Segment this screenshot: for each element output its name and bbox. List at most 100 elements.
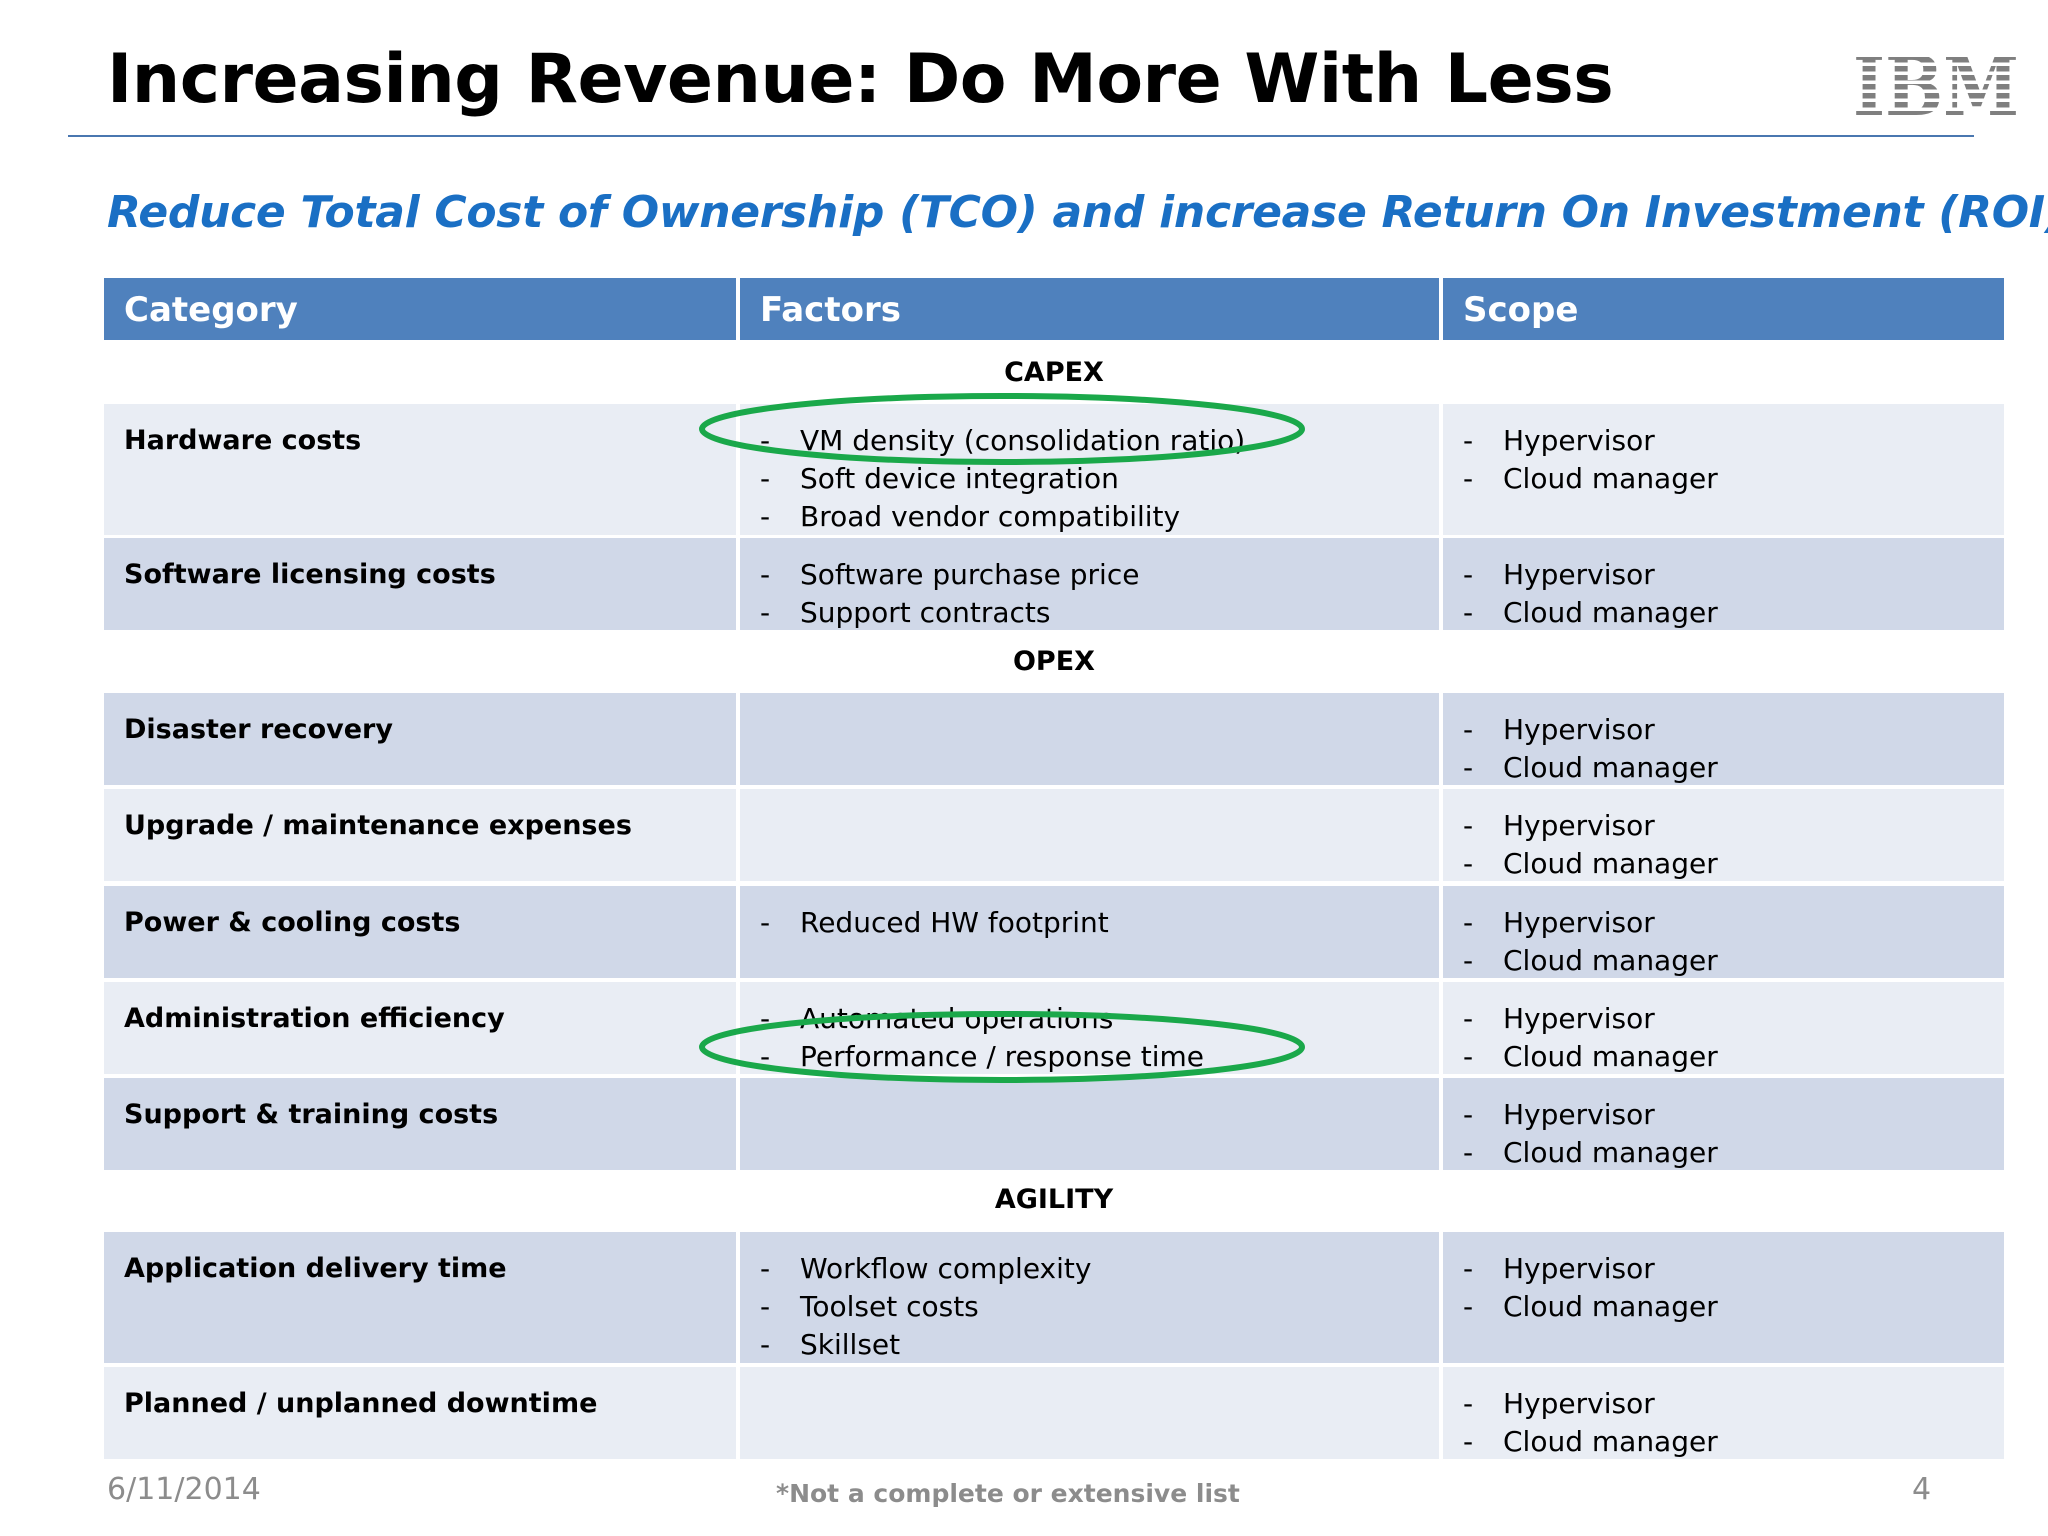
- bullet-dash: -: [1463, 424, 1474, 457]
- bullet-dash: -: [1463, 462, 1474, 495]
- scope-cell: - Hypervisor - Cloud manager: [1443, 789, 2004, 881]
- bullet-dash: -: [1463, 751, 1474, 784]
- factor-text: Software purchase price: [800, 558, 1140, 591]
- factor-text: VM density (consolidation ratio): [800, 424, 1246, 457]
- scope-cell: - Hypervisor - Cloud manager: [1443, 1232, 2004, 1363]
- category-cell: Upgrade / maintenance expenses: [104, 789, 736, 881]
- bullet-dash: -: [760, 1002, 771, 1035]
- factor-text: Skillset: [800, 1328, 901, 1361]
- scope-cell: - Hypervisor - Cloud manager: [1443, 538, 2004, 630]
- category-label: Upgrade / maintenance expenses: [124, 810, 632, 841]
- scope-cell: - Hypervisor - Cloud manager: [1443, 1078, 2004, 1170]
- bullet-dash: -: [1463, 1290, 1474, 1323]
- scope-text: Cloud manager: [1503, 847, 1718, 880]
- bullet-dash: -: [760, 1290, 771, 1323]
- scope-item: - Hypervisor: [1463, 1096, 2004, 1134]
- scope-item: - Hypervisor: [1463, 807, 2004, 845]
- scope-item: - Hypervisor: [1463, 556, 2004, 594]
- section-opex: OPEX: [1012, 646, 1095, 677]
- scope-text: Cloud manager: [1503, 1040, 1718, 1073]
- factor-cell: [740, 693, 1439, 785]
- scope-item: - Cloud manager: [1463, 594, 2004, 632]
- scope-item: - Hypervisor: [1463, 904, 2004, 942]
- scope-text: Cloud manager: [1503, 1290, 1718, 1323]
- bullet-dash: -: [760, 1252, 771, 1285]
- bullet-dash: -: [760, 596, 771, 629]
- factor-text: Soft device integration: [800, 462, 1119, 495]
- factor-item: - Performance / response time: [760, 1038, 1439, 1076]
- factor-item: - Broad vendor compatibility: [760, 498, 1439, 536]
- scope-item: - Cloud manager: [1463, 460, 2004, 498]
- table-row: Hardware costs - VM density (consolidation…: [104, 404, 2004, 535]
- factor-item: - Workflow complexity: [760, 1250, 1439, 1288]
- scope-item: - Cloud manager: [1463, 1134, 2004, 1172]
- scope-item: - Cloud manager: [1463, 942, 2004, 980]
- scope-item: - Hypervisor: [1463, 422, 2004, 460]
- category-label: Power & cooling costs: [124, 907, 461, 938]
- factor-cell: [740, 1367, 1439, 1459]
- factor-cell: - Software purchase price - Support contrac…: [740, 538, 1439, 630]
- factor-item: - VM density (consolidation ratio): [760, 422, 1439, 460]
- table-row: Application delivery time - Workflow compl…: [104, 1232, 2004, 1363]
- category-label: Disaster recovery: [124, 714, 393, 745]
- header-factors: Factors: [740, 278, 1439, 340]
- bullet-dash: -: [1463, 1098, 1474, 1131]
- category-label: Planned / unplanned downtime: [124, 1388, 598, 1419]
- scope-item: - Cloud manager: [1463, 1423, 2004, 1461]
- category-cell: Planned / unplanned downtime: [104, 1367, 736, 1459]
- factor-text: Toolset costs: [800, 1290, 979, 1323]
- scope-text: Cloud manager: [1503, 1425, 1718, 1458]
- bullet-dash: -: [1463, 847, 1474, 880]
- scope-item: - Hypervisor: [1463, 1385, 2004, 1423]
- factor-item: - Toolset costs: [760, 1288, 1439, 1326]
- header-scope: Scope: [1443, 278, 2004, 340]
- bullet-dash: -: [1463, 1252, 1474, 1285]
- factor-text: Broad vendor compatibility: [800, 500, 1181, 533]
- factor-text: Workflow complexity: [800, 1252, 1092, 1285]
- bullet-dash: -: [1463, 809, 1474, 842]
- factor-item: - Software purchase price: [760, 556, 1439, 594]
- factor-cell: - Workflow complexity - Toolset costs - Skill…: [740, 1232, 1439, 1363]
- scope-item: - Cloud manager: [1463, 1038, 2004, 1076]
- factor-text: Reduced HW footprint: [800, 906, 1109, 939]
- header-category: Category: [104, 278, 736, 340]
- category-cell: Support & training costs: [104, 1078, 736, 1170]
- bullet-dash: -: [1463, 558, 1474, 591]
- ibm-logo: IBM: [1852, 48, 2020, 120]
- factor-cell: - Automated operations - Performance / resp…: [740, 982, 1439, 1074]
- category-cell: Software licensing costs: [104, 538, 736, 630]
- bullet-dash: -: [1463, 1425, 1474, 1458]
- page-number: 4: [1912, 1472, 1932, 1507]
- bullet-dash: -: [1463, 1387, 1474, 1420]
- category-label: Administration efficiency: [124, 1003, 505, 1034]
- table-row: Administration efficiency - Automated oper…: [104, 982, 2004, 1074]
- table-row: Planned / unplanned downtime - Hypervisor -…: [104, 1367, 2004, 1459]
- scope-text: Hypervisor: [1503, 713, 1655, 746]
- scope-text: Cloud manager: [1503, 462, 1718, 495]
- bullet-dash: -: [1463, 596, 1474, 629]
- scope-item: - Hypervisor: [1463, 711, 2004, 749]
- table-row: Software licensing costs - Software purcha…: [104, 538, 2004, 630]
- scope-text: Hypervisor: [1503, 1098, 1655, 1131]
- category-label: Hardware costs: [124, 425, 362, 456]
- scope-cell: - Hypervisor - Cloud manager: [1443, 1367, 2004, 1459]
- table-row: Support & training costs - Hypervisor - Clou…: [104, 1078, 2004, 1170]
- scope-text: Cloud manager: [1503, 944, 1718, 977]
- bullet-dash: -: [760, 558, 771, 591]
- slide-subtitle: Reduce Total Cost of Ownership (TCO) and…: [107, 187, 2048, 238]
- bullet-dash: -: [1463, 1040, 1474, 1073]
- table-header: Category Factors Scope: [104, 278, 2004, 340]
- bullet-dash: -: [760, 500, 771, 533]
- scope-item: - Hypervisor: [1463, 1250, 2004, 1288]
- bullet-dash: -: [1463, 713, 1474, 746]
- category-label: Support & training costs: [124, 1099, 499, 1130]
- footer-date: 6/11/2014: [107, 1472, 261, 1507]
- scope-text: Hypervisor: [1503, 906, 1655, 939]
- scope-text: Hypervisor: [1503, 809, 1655, 842]
- category-cell: Hardware costs: [104, 404, 736, 535]
- category-cell: Power & cooling costs: [104, 886, 736, 978]
- bullet-dash: -: [1463, 944, 1474, 977]
- scope-cell: - Hypervisor - Cloud manager: [1443, 693, 2004, 785]
- scope-cell: - Hypervisor - Cloud manager: [1443, 886, 2004, 978]
